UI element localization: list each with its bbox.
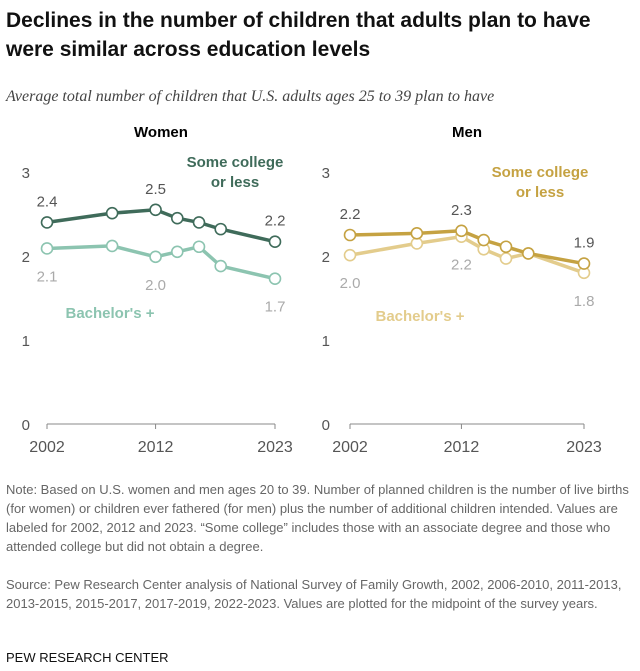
series-name: Bachelor's +: [375, 308, 464, 325]
data-label: 2.2: [451, 257, 472, 274]
series-name: Bachelor's +: [65, 305, 154, 322]
data-point: [40, 242, 54, 255]
x-tick-label: 2002: [332, 439, 368, 456]
data-label: 2.0: [145, 277, 166, 294]
y-tick-label: 1: [22, 333, 30, 350]
data-label: 2.1: [37, 268, 58, 285]
data-point: [268, 235, 282, 249]
footer-brand: PEW RESEARCH CENTER: [6, 650, 169, 665]
data-label: 1.8: [574, 293, 595, 310]
panel-title: Men: [452, 124, 482, 141]
chart-title: Declines in the number of children that …: [6, 9, 591, 61]
x-tick-label: 2002: [29, 439, 65, 456]
data-point: [105, 206, 119, 220]
y-tick-label: 0: [322, 417, 330, 434]
y-tick-label: 2: [322, 249, 330, 266]
y-tick-label: 0: [22, 417, 30, 434]
source: Source: Pew Research Center analysis of …: [6, 577, 622, 611]
note: Note: Based on U.S. women and men ages 2…: [6, 482, 629, 554]
data-label: 1.9: [574, 235, 595, 252]
y-tick-label: 3: [322, 165, 330, 182]
data-point: [499, 240, 513, 254]
data-point: [214, 222, 228, 236]
panel-title: Women: [134, 124, 188, 141]
data-point: [343, 228, 357, 242]
data-label: 2.2: [340, 206, 361, 223]
charts: Women 0 1 2 3 2002 2012 2023 2.4 2.5 2.2 Some colle…: [22, 124, 602, 456]
x-tick-label: 2023: [566, 439, 602, 456]
data-point: [149, 203, 162, 217]
y-tick-label: 1: [322, 333, 330, 350]
series-name: Some college or less: [187, 154, 284, 191]
data-point: [455, 224, 468, 238]
data-point: [170, 211, 184, 225]
data-point: [499, 252, 513, 265]
chart-subtitle: Average total number of children that U.…: [6, 88, 495, 105]
y-tick-label: 3: [22, 165, 30, 182]
data-label: 2.4: [37, 193, 58, 210]
data-label: 1.7: [265, 299, 286, 316]
data-point: [477, 233, 491, 247]
x-tick-label: 2012: [138, 439, 174, 456]
data-point: [410, 227, 424, 240]
data-label: 2.3: [451, 202, 472, 219]
data-label: 2.2: [265, 213, 286, 230]
data-point: [577, 257, 591, 270]
data-point: [343, 248, 357, 262]
series-line: [46, 208, 276, 244]
data-point: [192, 216, 206, 229]
data-label: 2.0: [340, 275, 361, 292]
data-point: [149, 250, 162, 264]
y-tick-label: 2: [22, 249, 30, 266]
data-point: [521, 247, 535, 260]
data-label: 2.5: [145, 181, 166, 198]
series-name: Some college or less: [492, 164, 589, 201]
data-point: [40, 216, 54, 229]
data-point: [214, 259, 228, 273]
x-tick-label: 2012: [444, 439, 480, 456]
x-tick-label: 2023: [257, 439, 293, 456]
data-point: [268, 272, 282, 285]
data-point: [170, 245, 184, 259]
series-line: [46, 244, 276, 281]
data-point: [105, 239, 119, 253]
data-point: [192, 240, 206, 254]
